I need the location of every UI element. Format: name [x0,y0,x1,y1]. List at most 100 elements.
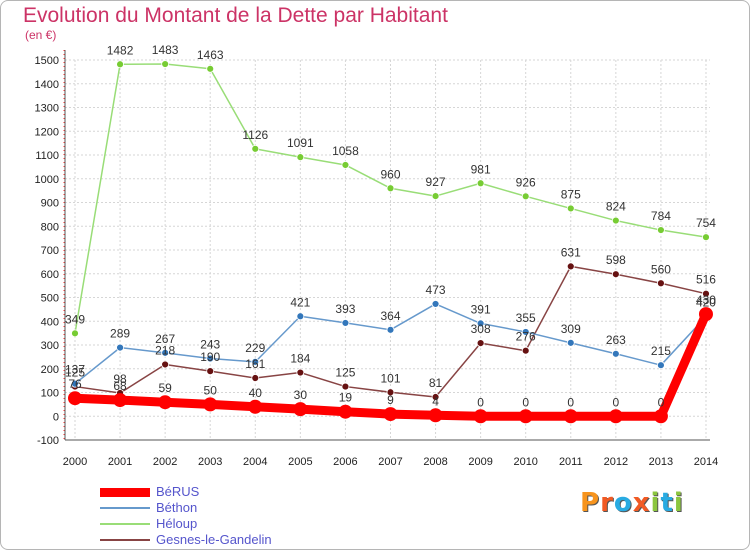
data-label: 276 [516,330,536,344]
data-label: 125 [335,366,355,380]
y-tick-label: 500 [41,293,59,305]
data-point [386,325,395,334]
data-label: 1463 [197,48,224,62]
data-point [251,374,260,382]
data-point [431,393,440,401]
x-tick-label: 2009 [468,456,492,468]
data-point [251,357,260,366]
data-point [521,192,530,201]
y-tick-label: 1000 [35,174,59,186]
legend-item: Héloup [100,516,272,532]
logo-letter: x [632,488,651,518]
data-label: 0 [612,395,619,409]
data-point [206,354,215,363]
logo-letter: r [600,488,614,518]
data-point [161,60,170,68]
legend-swatch [100,487,150,497]
legend-label: BéRUS [156,484,200,499]
y-tick-label: 900 [41,198,59,210]
legend-item: Gesnes-le-Gandelin [100,532,272,548]
data-label: 824 [606,200,626,214]
data-point [518,409,533,424]
data-label: 473 [426,283,446,297]
data-label: 754 [696,216,716,230]
data-point [521,346,530,355]
chart-legend: BéRUS Béthon Héloup Gesnes-le-Gandelin [100,484,272,548]
data-point [338,404,353,419]
data-point [296,368,305,377]
legend-swatch [100,539,150,541]
data-label: 81 [429,376,443,390]
data-point [383,407,398,422]
data-label: 349 [65,312,85,326]
data-point [341,382,350,391]
data-point [431,192,440,200]
data-label: 125 [65,366,85,380]
x-tick-label: 2000 [63,456,87,468]
data-label: 927 [426,175,446,189]
data-point [248,399,263,414]
data-label: 19 [339,391,353,405]
data-point [657,279,665,288]
x-tick-label: 2011 [559,456,583,468]
data-label: 1126 [242,128,268,142]
legend-label: Béthon [156,500,198,515]
data-label: 560 [651,262,671,276]
legend-label: Gesnes-le-Gandelin [156,532,272,547]
data-label: 0 [477,395,484,409]
x-tick-label: 2013 [649,456,673,468]
data-point [203,397,218,412]
data-label: 1058 [332,144,359,158]
data-point [161,360,170,369]
data-label: 68 [113,379,127,393]
data-point [158,395,173,410]
data-label: 0 [522,395,529,409]
data-label: 309 [561,322,581,336]
legend-item: Béthon [100,500,272,516]
data-point [113,393,128,408]
legend-item: BéRUS [100,484,272,500]
data-point [657,226,665,234]
data-point [431,300,440,308]
y-tick-label: 100 [41,388,59,400]
chart-subtitle: (en €) [25,28,57,42]
y-tick-label: 600 [41,269,59,281]
data-point [608,409,623,424]
y-tick-label: 200 [41,364,59,376]
data-label: 267 [155,332,175,346]
data-point [657,361,665,370]
data-point [206,64,215,73]
y-tick-label: -100 [37,435,59,447]
x-tick-label: 2014 [694,456,718,468]
data-label: 926 [516,175,536,189]
data-label: 289 [110,327,130,341]
data-point [341,161,350,169]
data-point [116,60,124,69]
data-label: 101 [380,371,400,385]
data-label: 76 [68,377,82,391]
data-label: 1482 [107,43,134,57]
data-point [702,289,710,298]
data-label: 631 [561,245,581,259]
x-tick-label: 2006 [333,456,357,468]
data-label: 784 [651,209,671,223]
data-label: 0 [567,395,574,409]
data-label: 981 [471,162,491,176]
data-point [476,179,485,188]
data-point [476,339,485,348]
data-label: 355 [516,311,536,325]
chart-title: Evolution du Montant de la Dette par Hab… [23,4,448,27]
data-label: 0 [658,395,665,409]
line-chart: -100010020030040050060070080090010001100… [35,43,719,468]
data-point [428,408,443,423]
x-tick-label: 2007 [378,456,402,468]
data-label: 308 [471,322,491,336]
data-label: 215 [651,344,671,358]
data-label: 218 [155,343,175,357]
data-point [653,409,668,424]
y-tick-label: 300 [41,340,59,352]
data-label: 516 [696,273,716,287]
x-tick-label: 2012 [604,456,628,468]
data-point [566,338,575,347]
